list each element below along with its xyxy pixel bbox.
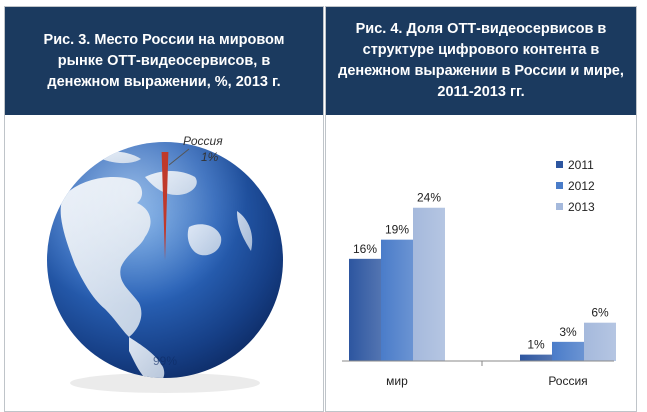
- globe-pie-chart: Россия 1% 99%: [47, 134, 283, 393]
- bar-Россия-2013: [584, 322, 616, 361]
- legend-swatch-2013: [556, 203, 563, 210]
- right-figure-header: Рис. 4. Доля ОТТ-видеосервисов в структу…: [326, 7, 636, 115]
- left-figure-title: Рис. 3. Место России на мировом рынке ОТ…: [43, 31, 285, 90]
- x-tick-label-0: мир: [386, 374, 408, 388]
- data-label-мир-2013: 24%: [417, 191, 441, 205]
- bar-мир-2012: [381, 239, 413, 361]
- data-label-Россия-2013: 6%: [591, 306, 609, 320]
- bar-Россия-2011: [520, 354, 552, 361]
- legend-label-2013: 2013: [568, 200, 595, 214]
- x-tick-label-1: Россия: [548, 374, 587, 388]
- legend-swatch-2012: [556, 182, 563, 189]
- slice-label-rest-percent: 99%: [153, 354, 177, 368]
- slice-label-russia-percent: 1%: [201, 150, 219, 164]
- data-label-Россия-2011: 1%: [527, 338, 545, 352]
- globe-shadow: [70, 373, 260, 393]
- bar-chart: 16% 19% 24% мир 1% 3% 6% Россия 2011 2012 2013: [342, 158, 616, 388]
- legend-label-2012: 2012: [568, 179, 595, 193]
- slice-leader-line: [168, 148, 190, 166]
- right-figure-panel: Рис. 4. Доля ОТТ-видеосервисов в структу…: [325, 6, 637, 412]
- left-figure-panel: Рис. 3. Место России на мировом рынке ОТ…: [4, 6, 324, 412]
- data-label-мир-2012: 19%: [385, 223, 409, 237]
- data-label-мир-2011: 16%: [353, 242, 377, 256]
- legend-swatch-2011: [556, 161, 563, 168]
- legend-label-2011: 2011: [568, 158, 594, 172]
- slice-label-russia-name: Россия: [183, 134, 223, 148]
- russia-slice: [161, 152, 169, 260]
- bar-Россия-2012: [552, 341, 584, 361]
- data-label-Россия-2012: 3%: [559, 325, 577, 339]
- right-figure-title: Рис. 4. Доля ОТТ-видеосервисов в структу…: [338, 21, 624, 100]
- bar-мир-2013: [413, 207, 445, 361]
- left-figure-header: Рис. 3. Место России на мировом рынке ОТ…: [5, 7, 323, 115]
- bar-мир-2011: [349, 258, 381, 361]
